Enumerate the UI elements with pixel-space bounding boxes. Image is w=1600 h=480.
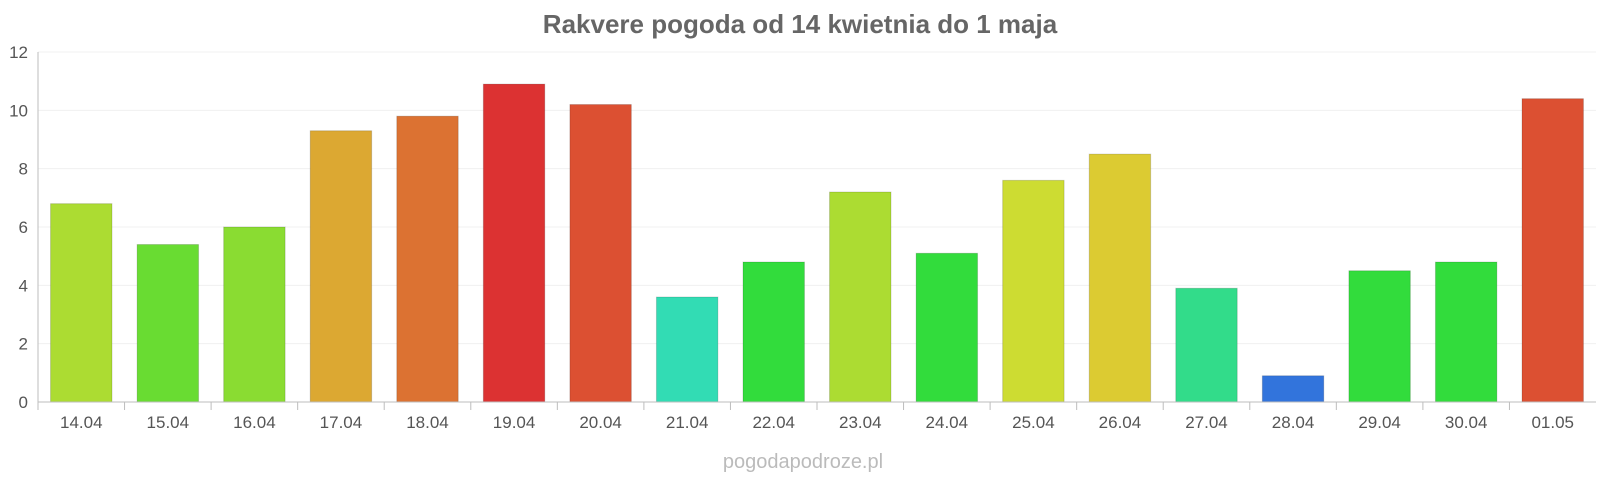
- y-tick-label: 0: [19, 393, 28, 412]
- x-tick-label: 26.04: [1099, 413, 1142, 432]
- bar-26.04: [1088, 153, 1152, 403]
- x-tick-label: 25.04: [1012, 413, 1055, 432]
- bar-22.04: [742, 261, 805, 403]
- bar-27.04: [1175, 287, 1238, 403]
- x-tick-label: 28.04: [1272, 413, 1315, 432]
- bar-23.04: [829, 191, 892, 403]
- bar-21.04: [655, 296, 719, 403]
- x-tick-label: 21.04: [666, 413, 709, 432]
- bar-29.04: [1348, 270, 1411, 403]
- bar-19.04: [482, 83, 546, 403]
- bar-14.04: [50, 203, 113, 403]
- bar-28.04: [1261, 375, 1325, 403]
- y-axis-ticks: 0 2 4 6 8 10 12: [9, 43, 28, 412]
- y-tick-label: 10: [9, 101, 28, 120]
- y-tick-label: 4: [19, 276, 28, 295]
- x-tick-label: 23.04: [839, 413, 882, 432]
- x-tick-label: 15.04: [147, 413, 190, 432]
- x-tick-label: 30.04: [1445, 413, 1488, 432]
- x-tick-label: 22.04: [752, 413, 795, 432]
- bar-16.04: [223, 226, 286, 403]
- x-tick-label: 20.04: [579, 413, 622, 432]
- x-tick-label: 27.04: [1185, 413, 1228, 432]
- bar-17.04: [309, 130, 373, 403]
- bars: [50, 83, 1584, 403]
- watermark: pogodapodroze.pl: [723, 451, 883, 473]
- bar-01.05: [1521, 98, 1584, 403]
- x-tick-label: 16.04: [233, 413, 276, 432]
- x-tick-label: 18.04: [406, 413, 449, 432]
- x-tick-label: 29.04: [1358, 413, 1401, 432]
- x-tick-label: 14.04: [60, 413, 103, 432]
- x-tick-label: 19.04: [493, 413, 536, 432]
- bar-30.04: [1434, 261, 1498, 403]
- x-axis-ticks: 14.04 15.04 16.04 17.04 18.04 19.04 20.04 21.04…: [37, 402, 1574, 432]
- bar-24.04: [915, 252, 979, 403]
- y-tick-label: 2: [19, 335, 28, 354]
- y-tick-label: 12: [9, 43, 28, 62]
- y-tick-label: 6: [19, 218, 28, 237]
- grid-lines: [38, 51, 1596, 345]
- bar-20.04: [569, 104, 632, 403]
- bar-15.04: [136, 244, 200, 403]
- bar-18.04: [396, 115, 459, 403]
- x-tick-label: 24.04: [926, 413, 969, 432]
- y-tick-label: 8: [19, 160, 28, 179]
- bar-25.04: [1002, 179, 1065, 403]
- chart-title: Rakvere pogoda od 14 kwietnia do 1 maja: [543, 9, 1058, 39]
- x-tick-label: 17.04: [320, 413, 363, 432]
- x-tick-label: 01.05: [1531, 413, 1574, 432]
